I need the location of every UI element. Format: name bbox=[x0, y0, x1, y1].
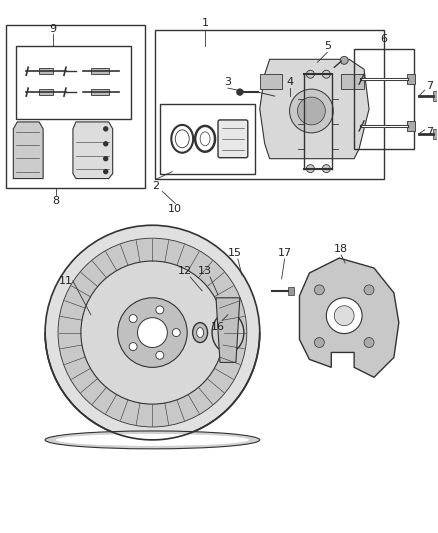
Polygon shape bbox=[13, 122, 43, 179]
Text: 10: 10 bbox=[168, 204, 182, 214]
Ellipse shape bbox=[200, 132, 210, 146]
Circle shape bbox=[104, 142, 108, 146]
Ellipse shape bbox=[193, 322, 208, 343]
Text: 16: 16 bbox=[211, 321, 225, 332]
Polygon shape bbox=[216, 298, 240, 362]
Circle shape bbox=[58, 238, 247, 427]
Text: 7: 7 bbox=[426, 127, 433, 137]
Circle shape bbox=[156, 306, 164, 314]
Ellipse shape bbox=[56, 434, 249, 446]
Circle shape bbox=[104, 127, 108, 131]
Circle shape bbox=[364, 285, 374, 295]
Circle shape bbox=[237, 89, 243, 95]
Text: 11: 11 bbox=[59, 276, 73, 286]
Circle shape bbox=[129, 314, 137, 322]
Circle shape bbox=[129, 343, 137, 351]
Text: 13: 13 bbox=[198, 266, 212, 276]
Circle shape bbox=[290, 89, 333, 133]
FancyBboxPatch shape bbox=[218, 120, 248, 158]
Circle shape bbox=[45, 225, 260, 440]
Polygon shape bbox=[260, 74, 282, 89]
Text: 5: 5 bbox=[324, 42, 331, 51]
Text: 17: 17 bbox=[278, 248, 292, 258]
Polygon shape bbox=[433, 91, 437, 101]
Circle shape bbox=[104, 157, 108, 160]
Circle shape bbox=[322, 165, 330, 173]
Circle shape bbox=[297, 97, 325, 125]
Circle shape bbox=[118, 298, 187, 367]
Text: 15: 15 bbox=[228, 248, 242, 258]
Circle shape bbox=[340, 56, 348, 64]
Ellipse shape bbox=[175, 130, 189, 148]
Text: 1: 1 bbox=[201, 18, 208, 28]
Polygon shape bbox=[73, 122, 113, 179]
Polygon shape bbox=[91, 68, 109, 74]
Text: 18: 18 bbox=[334, 244, 348, 254]
Circle shape bbox=[334, 306, 354, 326]
Circle shape bbox=[326, 298, 362, 334]
Polygon shape bbox=[91, 89, 109, 95]
Polygon shape bbox=[407, 121, 415, 131]
Text: 12: 12 bbox=[178, 266, 192, 276]
Text: 8: 8 bbox=[53, 197, 60, 206]
Polygon shape bbox=[260, 59, 369, 159]
Circle shape bbox=[322, 70, 330, 78]
Ellipse shape bbox=[212, 313, 244, 352]
Circle shape bbox=[307, 165, 314, 173]
Circle shape bbox=[81, 261, 224, 404]
Ellipse shape bbox=[45, 431, 260, 449]
Circle shape bbox=[156, 351, 164, 359]
Circle shape bbox=[138, 318, 167, 348]
Text: 7: 7 bbox=[426, 81, 433, 91]
Circle shape bbox=[314, 285, 324, 295]
Text: 3: 3 bbox=[224, 77, 231, 87]
Circle shape bbox=[364, 337, 374, 348]
Text: 9: 9 bbox=[49, 23, 57, 34]
Polygon shape bbox=[433, 129, 437, 139]
Circle shape bbox=[104, 169, 108, 174]
Text: 2: 2 bbox=[152, 181, 159, 190]
Polygon shape bbox=[300, 258, 399, 377]
Circle shape bbox=[307, 70, 314, 78]
Circle shape bbox=[314, 337, 324, 348]
Polygon shape bbox=[288, 287, 293, 295]
Polygon shape bbox=[39, 89, 53, 95]
Polygon shape bbox=[39, 68, 53, 74]
Polygon shape bbox=[407, 74, 415, 84]
Text: 4: 4 bbox=[286, 77, 293, 87]
Ellipse shape bbox=[197, 328, 204, 337]
Text: 6: 6 bbox=[381, 35, 388, 44]
Circle shape bbox=[172, 329, 180, 336]
Polygon shape bbox=[341, 74, 364, 89]
